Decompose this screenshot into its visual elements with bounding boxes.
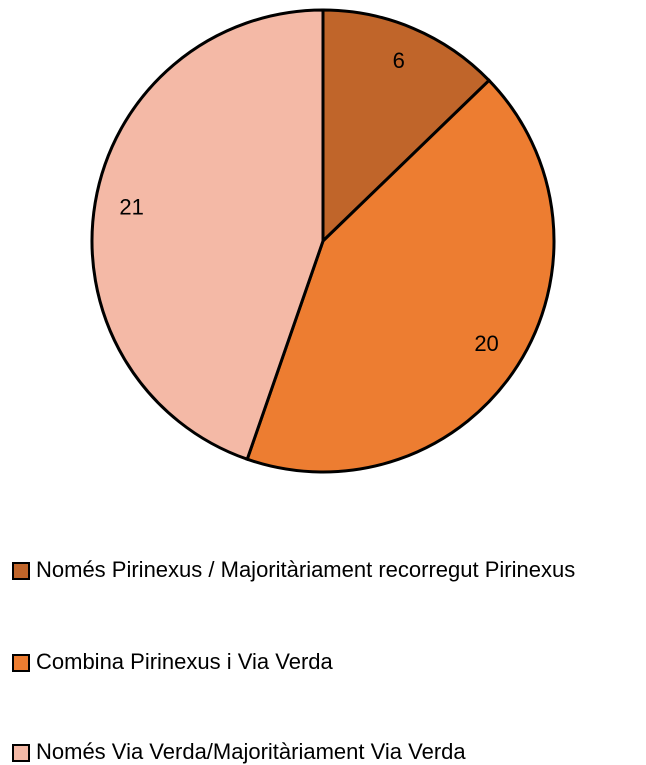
- legend-label: Només Pirinexus / Majoritàriament recorr…: [36, 557, 576, 582]
- legend-item: Només Via Verda/Majoritàriament Via Verd…: [12, 735, 606, 765]
- pie-slice: [321, 8, 492, 245]
- legend-label: Només Via Verda/Majoritàriament Via Verd…: [36, 739, 466, 764]
- legend-swatch: [12, 654, 30, 672]
- legend-item: Combina Pirinexus i Via Verda: [12, 645, 606, 679]
- legend-swatch: [12, 744, 30, 762]
- pie-slice: [90, 8, 325, 462]
- legend-item: Només Pirinexus / Majoritàriament recorr…: [12, 553, 606, 587]
- legend-label: Combina Pirinexus i Via Verda: [36, 649, 333, 674]
- pie-slice: [245, 78, 556, 474]
- data-label: 21: [119, 195, 143, 220]
- chart: 6 20 21: [90, 8, 556, 474]
- legend-swatch: [12, 562, 30, 580]
- data-label: 6: [393, 48, 405, 73]
- data-label: 20: [474, 331, 498, 356]
